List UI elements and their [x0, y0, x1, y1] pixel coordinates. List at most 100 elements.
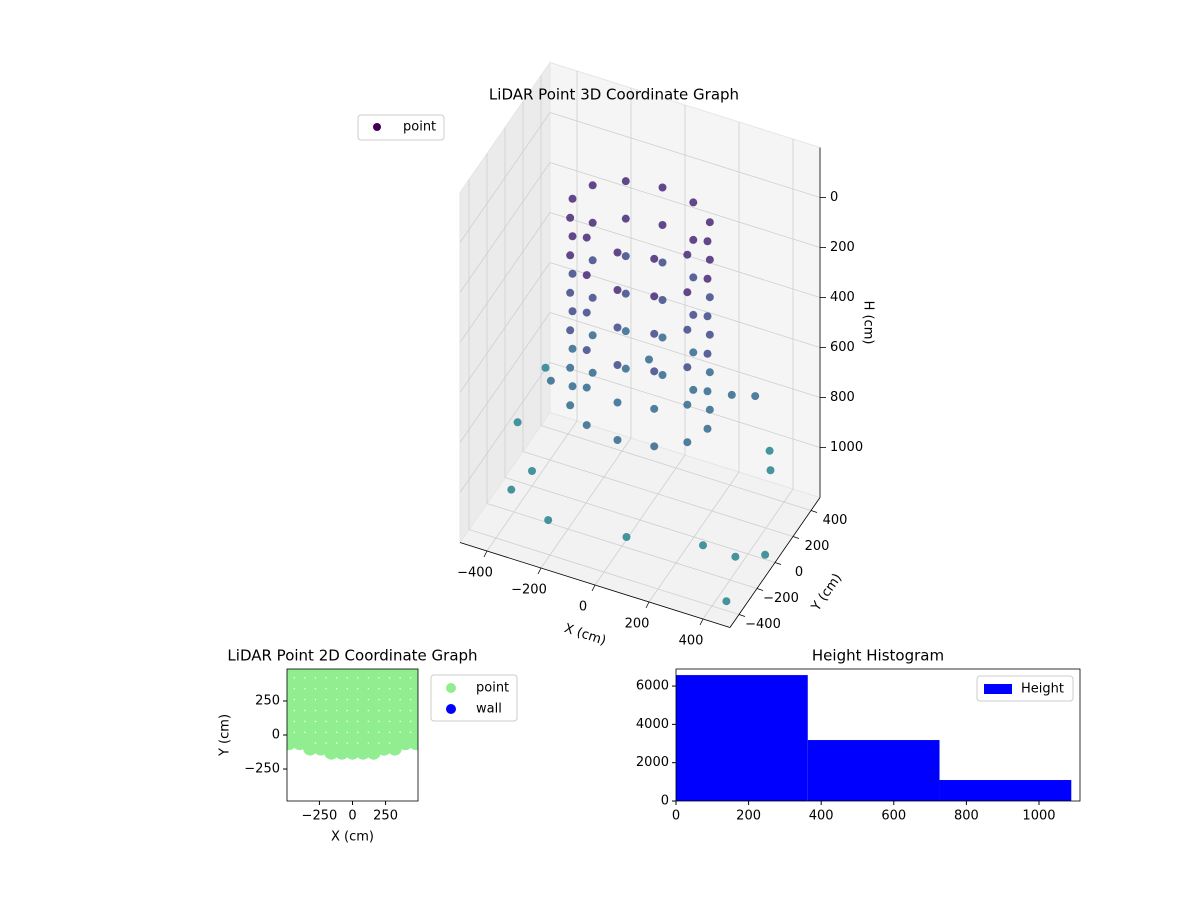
- z-tick-label: 1000: [830, 440, 863, 455]
- x-axis-label: X (cm): [331, 830, 374, 845]
- point: [303, 741, 318, 756]
- point: [292, 676, 307, 691]
- point: [334, 687, 349, 702]
- point: [582, 271, 591, 280]
- point: [377, 676, 392, 691]
- point: [621, 177, 630, 186]
- point: [568, 307, 577, 316]
- point: [765, 446, 774, 455]
- point: [398, 719, 413, 734]
- point: [303, 730, 318, 745]
- point: [689, 198, 698, 207]
- x-tick-label: 800: [954, 809, 979, 824]
- point: [387, 698, 402, 713]
- point: [313, 741, 328, 756]
- point: [613, 361, 622, 369]
- point: [398, 669, 413, 680]
- y-tick-label: −400: [745, 617, 781, 632]
- point: [303, 669, 318, 680]
- y-tick-label: 0: [661, 794, 669, 809]
- point: [292, 708, 307, 723]
- grid-line: [540, 425, 812, 511]
- point: [588, 293, 597, 302]
- tick-mark: [774, 562, 782, 565]
- point: [689, 235, 698, 244]
- point: [513, 418, 522, 427]
- grid-line: [549, 312, 821, 398]
- point: [334, 669, 349, 680]
- x-tick-label: 1000: [1022, 809, 1055, 824]
- point: [588, 256, 597, 265]
- point: [683, 438, 692, 447]
- point: [658, 258, 667, 267]
- point: [292, 698, 307, 713]
- tick-mark: [537, 567, 542, 575]
- point: [324, 708, 339, 723]
- grid-line: [459, 262, 551, 393]
- point: [345, 730, 360, 745]
- point: [622, 533, 631, 541]
- point: [689, 348, 698, 357]
- legend-marker: [446, 704, 456, 714]
- point: [292, 687, 307, 702]
- grid-line: [549, 162, 821, 248]
- grid-line: [522, 451, 794, 537]
- point: [377, 730, 392, 745]
- point: [356, 719, 371, 734]
- tick-mark: [792, 536, 800, 539]
- point: [650, 367, 659, 376]
- grid-line: [549, 262, 821, 348]
- point: [568, 232, 577, 241]
- point: [377, 708, 392, 723]
- point: [568, 344, 577, 353]
- point: [303, 708, 318, 723]
- legend-box: [976, 675, 1074, 702]
- point: [366, 687, 381, 702]
- x-tick-label: 0: [348, 809, 356, 824]
- point: [658, 333, 667, 342]
- point: [731, 552, 740, 561]
- point: [621, 252, 630, 261]
- point: [566, 326, 575, 335]
- point: [588, 218, 597, 227]
- point: [722, 597, 731, 606]
- point: [292, 669, 307, 680]
- point: [303, 687, 318, 702]
- chart-title: LiDAR Point 2D Coordinate Graph: [227, 647, 477, 665]
- point: [703, 312, 712, 321]
- point: [334, 708, 349, 723]
- point: [689, 385, 698, 394]
- point: [313, 698, 328, 713]
- point: [398, 676, 413, 691]
- z-tick-label: 400: [830, 290, 855, 305]
- point: [387, 741, 402, 756]
- point: [356, 698, 371, 713]
- point: [366, 719, 381, 734]
- point: [303, 676, 318, 691]
- point: [645, 355, 653, 364]
- bar: [676, 675, 808, 801]
- point: [613, 323, 622, 332]
- legend-box: [430, 674, 518, 722]
- point: [387, 676, 402, 691]
- point: [705, 255, 714, 264]
- point: [621, 214, 630, 223]
- legend-marker: [984, 684, 1012, 694]
- z-tick-label: 0: [830, 190, 838, 205]
- legend-marker: [446, 683, 456, 693]
- point: [345, 719, 360, 734]
- point: [658, 221, 667, 229]
- point: [582, 346, 591, 355]
- point: [334, 719, 349, 734]
- x-tick-label: 600: [881, 809, 906, 824]
- point: [751, 392, 760, 401]
- point: [683, 363, 692, 372]
- point: [356, 687, 371, 702]
- point: [324, 745, 339, 760]
- point: [568, 194, 577, 203]
- legend-marker: [373, 123, 381, 131]
- point: [366, 745, 381, 760]
- grid-line: [459, 362, 551, 493]
- z-tick-label: 600: [830, 340, 855, 355]
- point: [387, 669, 402, 680]
